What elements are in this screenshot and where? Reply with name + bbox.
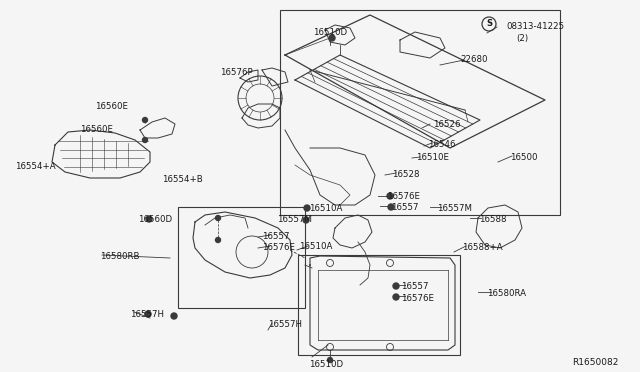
Text: 16500: 16500 [510, 153, 538, 162]
Circle shape [216, 215, 221, 221]
Circle shape [328, 357, 333, 362]
Text: 16557H: 16557H [268, 320, 302, 329]
Text: 16580RB: 16580RB [100, 252, 140, 261]
Circle shape [171, 313, 177, 319]
Text: 16560E: 16560E [80, 125, 113, 134]
Bar [280, 10, 560, 215]
Text: 16546: 16546 [428, 140, 456, 149]
Text: 16510A: 16510A [309, 204, 342, 213]
Text: 16510D: 16510D [309, 360, 343, 369]
Text: 16557: 16557 [391, 203, 419, 212]
Text: 22680: 22680 [460, 55, 488, 64]
Circle shape [303, 217, 309, 223]
Text: 16560E: 16560E [95, 102, 128, 111]
Text: 16580RA: 16580RA [487, 289, 526, 298]
Text: (2): (2) [516, 34, 528, 43]
Text: 16588: 16588 [479, 215, 506, 224]
Text: 16554+B: 16554+B [162, 175, 203, 184]
Text: 16510A: 16510A [299, 242, 332, 251]
Circle shape [143, 138, 147, 142]
Circle shape [216, 237, 221, 243]
Circle shape [329, 35, 335, 41]
Text: 16526: 16526 [433, 120, 461, 129]
Bar [298, 255, 460, 355]
Text: R1650082: R1650082 [572, 358, 618, 367]
Circle shape [304, 205, 310, 211]
Circle shape [388, 204, 394, 210]
Text: 16557M: 16557M [437, 204, 472, 213]
Bar [178, 207, 305, 308]
Text: 16576E: 16576E [387, 192, 420, 201]
Text: 16557M: 16557M [277, 215, 312, 224]
Text: 16510E: 16510E [416, 153, 449, 162]
Text: 16557: 16557 [262, 232, 289, 241]
Circle shape [387, 193, 393, 199]
Circle shape [145, 311, 151, 317]
Text: 16557: 16557 [401, 282, 429, 291]
Circle shape [393, 283, 399, 289]
Text: S: S [486, 19, 492, 29]
Text: 16576E: 16576E [262, 243, 295, 252]
Text: 16554+A: 16554+A [15, 162, 56, 171]
Text: 16560D: 16560D [138, 215, 172, 224]
Text: 16557H: 16557H [130, 310, 164, 319]
Circle shape [143, 118, 147, 122]
Text: 16576P: 16576P [220, 68, 253, 77]
Circle shape [393, 294, 399, 300]
Text: 08313-41225: 08313-41225 [506, 22, 564, 31]
Text: 16588+A: 16588+A [462, 243, 502, 252]
Circle shape [146, 216, 152, 222]
Text: 16510D: 16510D [313, 28, 347, 37]
Text: 16576E: 16576E [401, 294, 434, 303]
Text: 16528: 16528 [392, 170, 419, 179]
